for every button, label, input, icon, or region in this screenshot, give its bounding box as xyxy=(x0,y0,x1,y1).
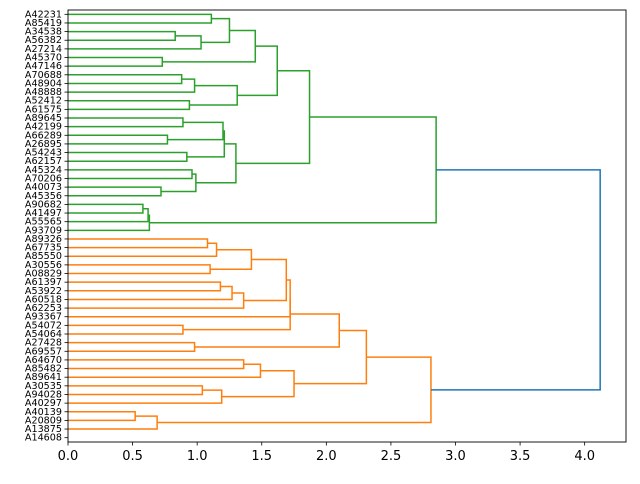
leaf-label: A20809 xyxy=(25,415,62,426)
dendrogram-link xyxy=(430,169,601,391)
leaf-label: A67735 xyxy=(25,243,62,254)
leaf-label: A14608 xyxy=(25,433,62,444)
leaf-label: A13875 xyxy=(25,424,62,435)
leaf-label: A45324 xyxy=(25,165,62,176)
leaf-label: A47146 xyxy=(25,61,62,72)
x-tick-label: 4.0 xyxy=(574,449,595,464)
leaf-label: A62157 xyxy=(25,156,62,167)
leaf-label: A40139 xyxy=(25,407,62,418)
dendrogram-link xyxy=(68,264,211,275)
leaf-label: A52412 xyxy=(25,96,62,107)
leaf-label: A70688 xyxy=(25,70,62,81)
dendrogram-link xyxy=(157,356,432,424)
leaf-label: A66289 xyxy=(25,130,62,141)
leaf-label: A55565 xyxy=(25,217,62,228)
leaf-label: A69557 xyxy=(25,346,62,357)
dendrogram-link xyxy=(68,385,204,396)
x-tick-label: 2.5 xyxy=(381,449,402,464)
leaf-label: A64670 xyxy=(25,355,62,366)
dendrogram-link xyxy=(68,341,196,353)
x-axis: 0.0 0.5 1.0 1.5 2.0 2.5 3.0 3.5 4.0 xyxy=(58,442,595,464)
axes-frame xyxy=(67,9,627,443)
x-tick-label: 0.5 xyxy=(122,449,143,464)
x-tick-label: 0.0 xyxy=(58,449,79,464)
leaf-labels: A42231A85419A34538A56382A27214A45370A471… xyxy=(25,9,68,444)
leaf-label: A40297 xyxy=(25,398,62,409)
dendrogram-link xyxy=(182,298,291,331)
leaf-label: A93367 xyxy=(25,312,62,323)
x-tick-label: 2.0 xyxy=(316,449,337,464)
x-tick-label: 3.5 xyxy=(510,449,531,464)
leaf-label: A30556 xyxy=(25,260,62,271)
x-tick-label: 1.5 xyxy=(251,449,272,464)
leaf-label: A54243 xyxy=(25,148,62,159)
leaf-label: A08829 xyxy=(25,269,62,280)
leaf-label: A94028 xyxy=(25,389,62,400)
leaf-label: A62253 xyxy=(25,303,62,314)
dendrogram-link xyxy=(68,134,169,145)
leaf-label: A27214 xyxy=(25,44,62,55)
leaf-label: A56382 xyxy=(25,35,62,46)
dendrogram-link xyxy=(68,324,184,335)
leaf-label: A48904 xyxy=(25,78,62,89)
dendrogram-link xyxy=(68,78,196,93)
leaf-label: A41497 xyxy=(25,208,62,219)
leaf-label: A42199 xyxy=(25,122,62,133)
leaf-label: A40073 xyxy=(25,182,62,193)
leaf-label: A53922 xyxy=(25,286,62,297)
dendrogram-links xyxy=(68,13,601,430)
dendrogram-link xyxy=(68,151,188,162)
dendrogram-link xyxy=(68,389,223,404)
leaf-label: A90682 xyxy=(25,199,62,210)
leaf-label: A34538 xyxy=(25,27,62,38)
dendrogram-link xyxy=(68,207,149,223)
dendrogram-link xyxy=(189,84,238,106)
leaf-label: A48888 xyxy=(25,87,62,98)
leaf-label: A93709 xyxy=(25,225,62,236)
leaf-label: A45370 xyxy=(25,53,62,64)
dendrogram-link xyxy=(68,30,176,41)
dendrogram-link xyxy=(68,363,262,378)
leaf-label: A27428 xyxy=(25,338,62,349)
x-tick-label: 3.0 xyxy=(445,449,466,464)
leaf-label: A89641 xyxy=(25,372,62,383)
leaf-label: A54064 xyxy=(25,329,62,340)
leaf-label: A85419 xyxy=(25,18,62,29)
x-tick-label: 1.0 xyxy=(187,449,208,464)
leaf-label: A85482 xyxy=(25,364,62,375)
leaf-label: A45356 xyxy=(25,191,62,202)
leaf-label: A89326 xyxy=(25,234,62,245)
dendrogram-link xyxy=(201,17,231,44)
leaf-label: A30535 xyxy=(25,381,62,392)
leaf-label: A42231 xyxy=(25,9,62,20)
leaf-label: A89645 xyxy=(25,113,62,124)
leaf-label: A61397 xyxy=(25,277,62,288)
leaf-label: A61575 xyxy=(25,104,62,115)
leaf-label: A85550 xyxy=(25,251,62,262)
leaf-label: A54072 xyxy=(25,320,62,331)
dendrogram-link xyxy=(68,117,184,128)
leaf-label: A60518 xyxy=(25,294,62,305)
leaf-label: A70206 xyxy=(25,173,62,184)
leaf-label: A26895 xyxy=(25,139,62,150)
